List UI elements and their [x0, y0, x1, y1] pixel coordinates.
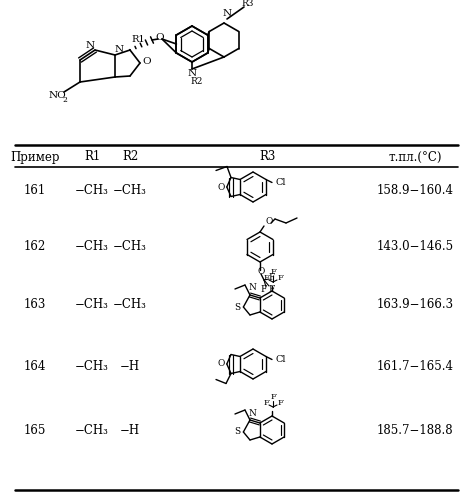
Text: 161.7−165.4: 161.7−165.4: [376, 360, 454, 374]
Text: F: F: [263, 274, 269, 282]
Text: −CH₃: −CH₃: [75, 360, 109, 374]
Text: −CH₃: −CH₃: [75, 424, 109, 436]
Text: F: F: [277, 399, 283, 407]
Text: F: F: [270, 393, 276, 401]
Text: N: N: [248, 284, 256, 292]
Text: F: F: [270, 268, 276, 276]
Text: 163.9−166.3: 163.9−166.3: [376, 298, 454, 312]
Text: Cl: Cl: [276, 178, 286, 187]
Text: −CH₃: −CH₃: [113, 184, 147, 196]
Text: N: N: [187, 70, 197, 78]
Text: 162: 162: [24, 240, 46, 254]
Text: 163: 163: [24, 298, 46, 312]
Text: −CH₃: −CH₃: [75, 240, 109, 254]
Text: R2: R2: [191, 76, 203, 86]
Text: Cl: Cl: [276, 355, 286, 364]
Text: −CH₃: −CH₃: [113, 298, 147, 312]
Text: 158.9−160.4: 158.9−160.4: [376, 184, 454, 196]
Text: N: N: [85, 42, 94, 50]
Text: F: F: [269, 272, 275, 281]
Text: −H: −H: [120, 424, 140, 436]
Text: O: O: [265, 218, 273, 226]
Text: F: F: [263, 399, 269, 407]
Text: F: F: [277, 274, 283, 282]
Text: F: F: [269, 284, 275, 294]
Text: 161: 161: [24, 184, 46, 196]
Text: R3: R3: [260, 150, 276, 164]
Text: 165: 165: [24, 424, 46, 436]
Text: R1: R1: [84, 150, 100, 164]
Text: −CH₃: −CH₃: [75, 298, 109, 312]
Text: R2: R2: [122, 150, 138, 164]
Text: 164: 164: [24, 360, 46, 374]
Text: −CH₃: −CH₃: [113, 240, 147, 254]
Text: N: N: [222, 10, 232, 18]
Text: 185.7−188.8: 185.7−188.8: [377, 424, 453, 436]
Text: O: O: [257, 266, 264, 276]
Text: F: F: [261, 284, 267, 294]
Text: R3: R3: [242, 0, 254, 8]
Text: −CH₃: −CH₃: [75, 184, 109, 196]
Text: N: N: [248, 408, 256, 418]
Text: O: O: [217, 182, 225, 192]
Text: R1: R1: [131, 36, 145, 44]
Text: S: S: [234, 428, 240, 436]
Text: O: O: [155, 32, 164, 42]
Text: −H: −H: [120, 360, 140, 374]
Text: NO: NO: [48, 92, 66, 100]
Text: 2: 2: [63, 96, 67, 104]
Text: 143.0−146.5: 143.0−146.5: [376, 240, 454, 254]
Text: N: N: [114, 46, 124, 54]
Text: O: O: [217, 360, 225, 368]
Text: S: S: [234, 302, 240, 312]
Text: O: O: [143, 56, 151, 66]
Text: Пример: Пример: [10, 150, 60, 164]
Text: т.пл.(°C): т.пл.(°C): [388, 150, 442, 164]
